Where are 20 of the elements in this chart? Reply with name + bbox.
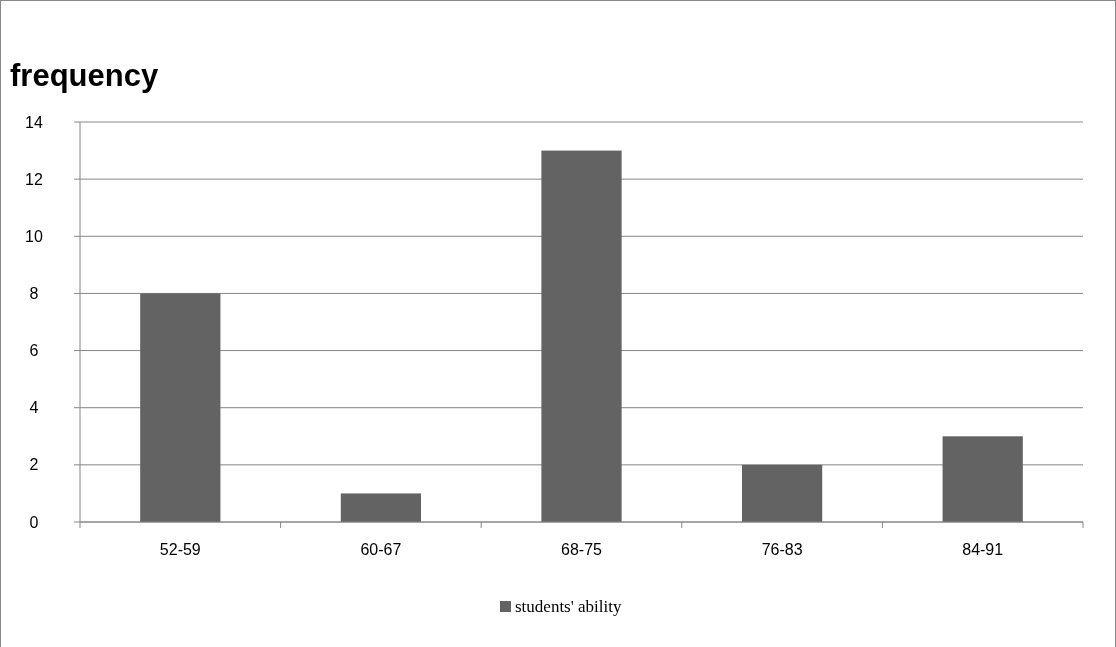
y-tick-label: 14 (25, 113, 43, 131)
y-tick-label: 2 (29, 456, 39, 474)
bar (741, 464, 823, 522)
bar (140, 293, 221, 522)
y-tick-label: 12 (25, 170, 43, 188)
x-tick-label: 68-75 (561, 541, 603, 558)
bar (340, 493, 422, 522)
chart-title: frequency (10, 58, 159, 93)
x-tick-label: 84-91 (962, 541, 1004, 558)
y-tick-label: 8 (29, 285, 39, 303)
bar (942, 436, 1023, 522)
x-tick-label: 60-67 (360, 541, 402, 558)
x-tick-label: 52-59 (159, 541, 201, 558)
legend-label: students' ability (515, 597, 622, 616)
y-tick-label: 6 (29, 342, 39, 360)
x-tick-label: 76-83 (761, 541, 803, 558)
y-tick-label: 10 (25, 227, 43, 245)
y-tick-label: 4 (29, 399, 39, 417)
bar (541, 150, 622, 522)
y-tick-label: 0 (29, 513, 39, 531)
